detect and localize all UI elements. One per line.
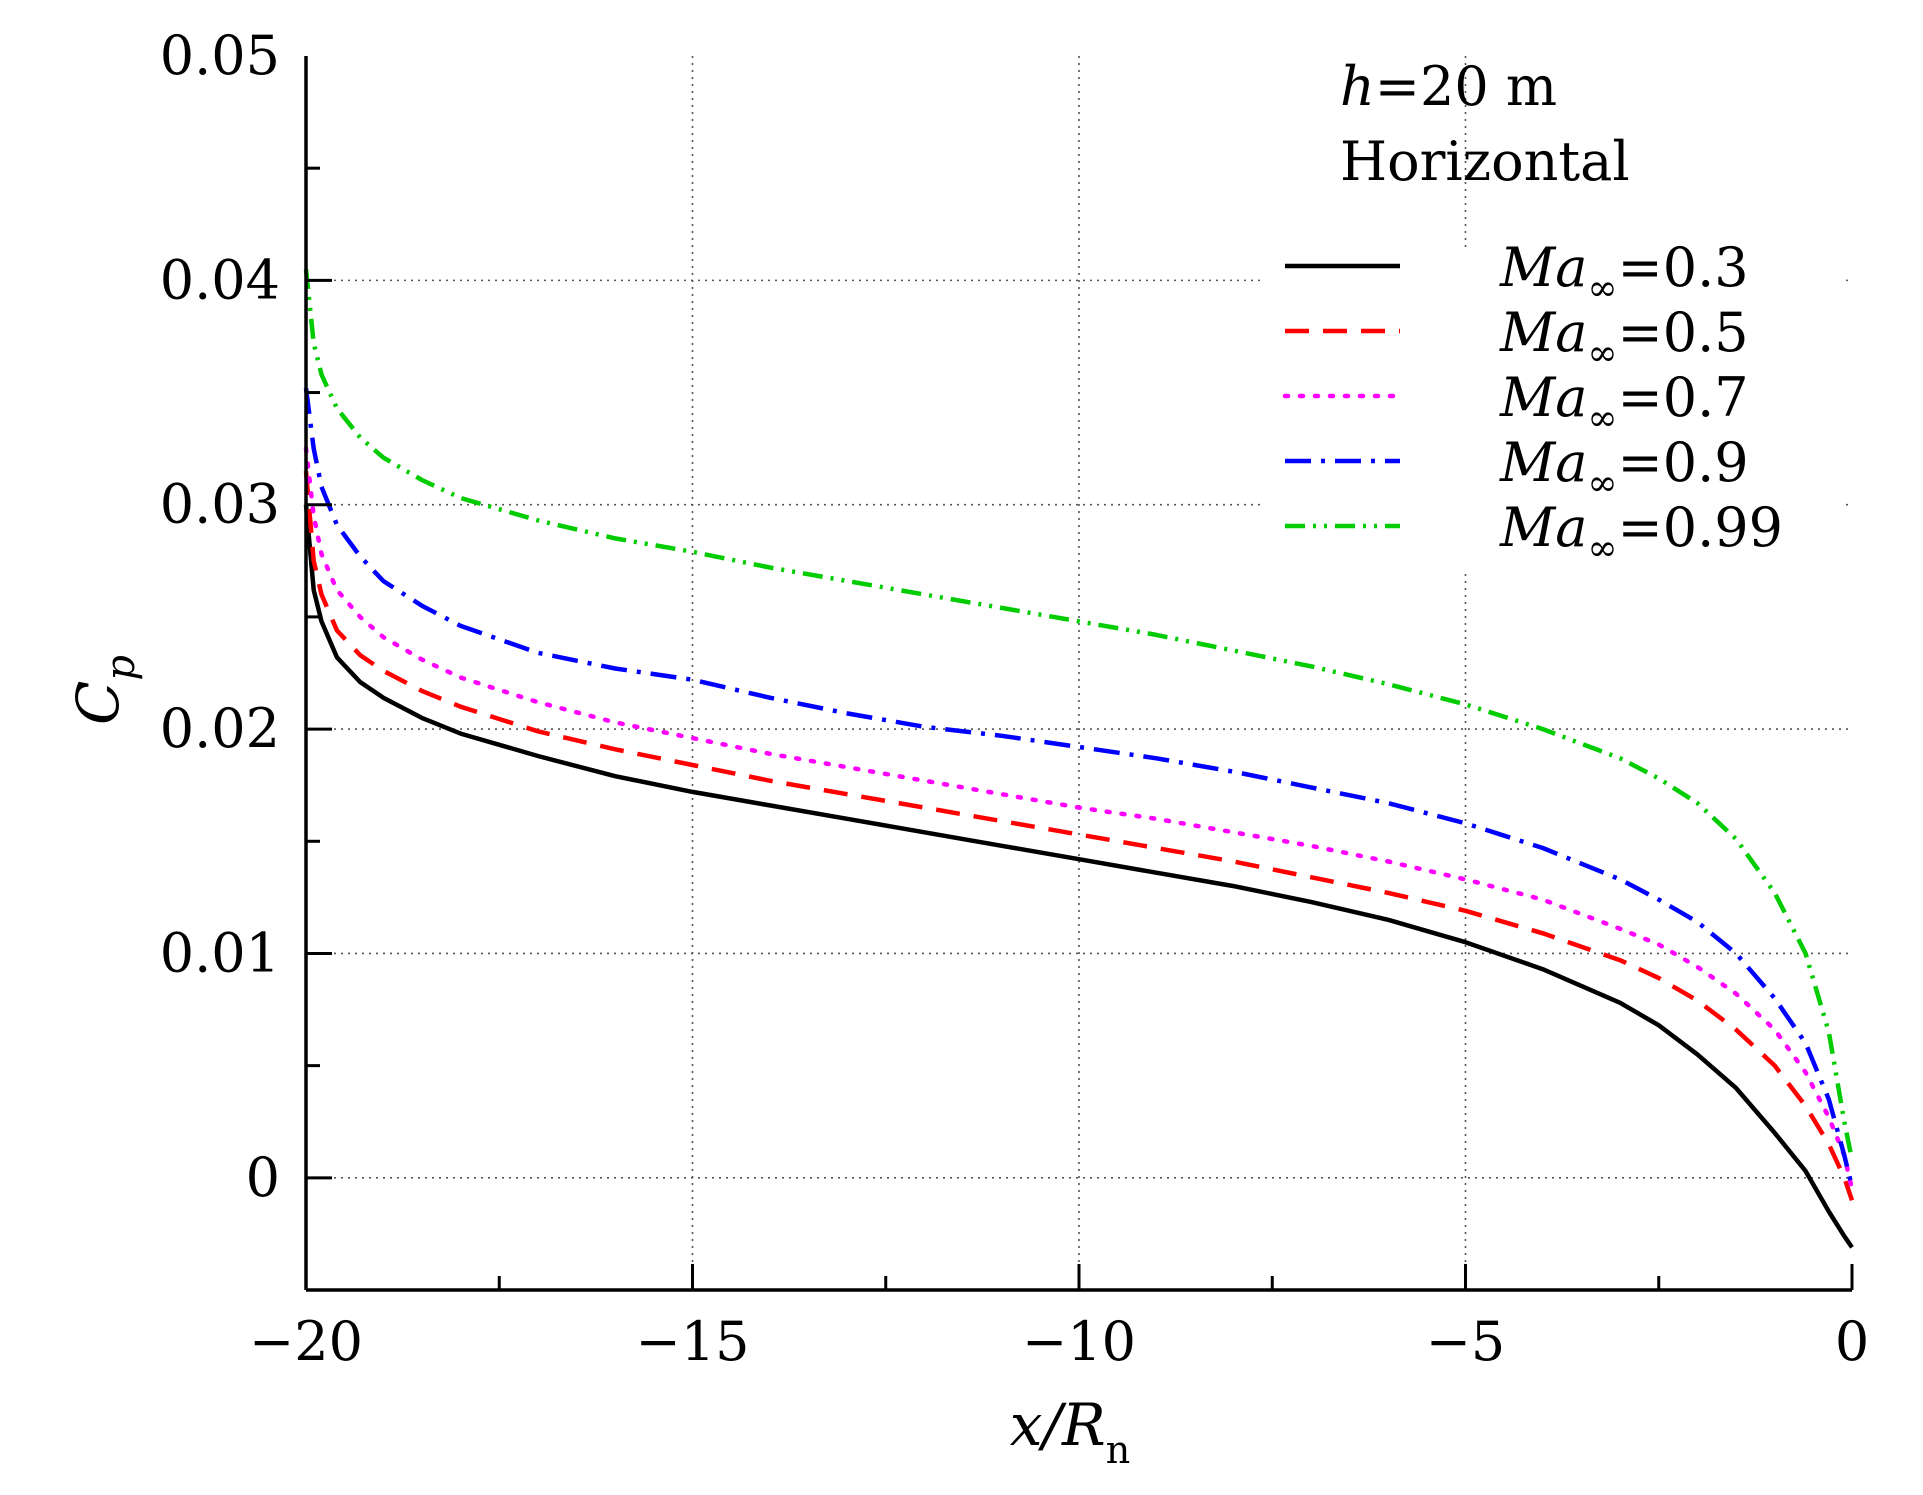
legend-label-0: Ma∞=0.3 bbox=[1499, 236, 1749, 309]
legend-label-italic: Ma bbox=[1499, 366, 1588, 429]
y-axis-title-sub: p bbox=[98, 655, 144, 681]
y-axis-title: Cp bbox=[64, 655, 144, 725]
legend-label-rest: =0.7 bbox=[1618, 366, 1749, 429]
legend-label-rest: =0.9 bbox=[1618, 431, 1749, 494]
y-axis-title-main: C bbox=[64, 681, 132, 725]
legend-label-4: Ma∞=0.99 bbox=[1499, 496, 1783, 569]
y-tick-label: 0.04 bbox=[160, 248, 280, 311]
series-line-3 bbox=[303, 387, 1855, 1188]
legend-label-rest: =0.3 bbox=[1618, 236, 1749, 299]
legend-label-sub: ∞ bbox=[1588, 398, 1618, 439]
annotation-altitude: h=20 m bbox=[1340, 55, 1557, 118]
tick-marks bbox=[304, 166, 1854, 1292]
legend-label-sub: ∞ bbox=[1588, 268, 1618, 309]
x-tick-label: −10 bbox=[1022, 1310, 1136, 1373]
legend-background bbox=[1265, 250, 1845, 570]
x-axis-title-sub: n bbox=[1106, 1428, 1130, 1472]
legend-label-italic: Ma bbox=[1499, 431, 1588, 494]
legend-label-italic: Ma bbox=[1499, 496, 1588, 559]
legend-label-sub: ∞ bbox=[1588, 463, 1618, 504]
series-line-1 bbox=[303, 470, 1855, 1202]
series-line-4 bbox=[303, 268, 1855, 1161]
legend-label-rest: =0.5 bbox=[1618, 301, 1749, 364]
x-axis-title: x/Rn bbox=[1010, 1391, 1130, 1472]
legend-label-italic: Ma bbox=[1499, 301, 1588, 364]
legend-label-sub: ∞ bbox=[1588, 528, 1618, 569]
legend-label-sub: ∞ bbox=[1588, 333, 1618, 374]
legend-label-3: Ma∞=0.9 bbox=[1499, 431, 1749, 504]
annotation-altitude-rest: =20 m bbox=[1375, 55, 1557, 118]
series-line-0 bbox=[303, 504, 1854, 1249]
legend-label-2: Ma∞=0.7 bbox=[1499, 366, 1749, 439]
annotation-altitude-italic: h bbox=[1340, 55, 1375, 118]
legend: Ma∞=0.3Ma∞=0.5Ma∞=0.7Ma∞=0.9Ma∞=0.99 bbox=[1282, 236, 1783, 569]
legend-label-italic: Ma bbox=[1499, 236, 1588, 299]
x-tick-label: −15 bbox=[636, 1310, 750, 1373]
tick-labels: −20 −15 −10 −5 0 0 0.01 0.02 0.03 0.04 0.05 bbox=[160, 24, 1869, 1373]
y-tick-label: 0.03 bbox=[160, 473, 280, 536]
y-tick-label: 0.05 bbox=[160, 24, 280, 87]
y-tick-label: 0.01 bbox=[160, 921, 280, 984]
annotation-orientation: Horizontal bbox=[1340, 130, 1630, 193]
x-tick-label: −20 bbox=[249, 1310, 363, 1373]
series-line-2 bbox=[303, 446, 1855, 1192]
legend-label-1: Ma∞=0.5 bbox=[1499, 301, 1749, 374]
x-axis-title-main: x/R bbox=[1010, 1391, 1106, 1459]
x-tick-label: −5 bbox=[1426, 1310, 1506, 1373]
series-layer bbox=[303, 268, 1855, 1249]
y-tick-label: 0.02 bbox=[160, 697, 280, 760]
legend-label-rest: =0.99 bbox=[1618, 496, 1783, 559]
x-tick-label: 0 bbox=[1835, 1310, 1869, 1373]
y-tick-label: 0 bbox=[246, 1146, 280, 1209]
